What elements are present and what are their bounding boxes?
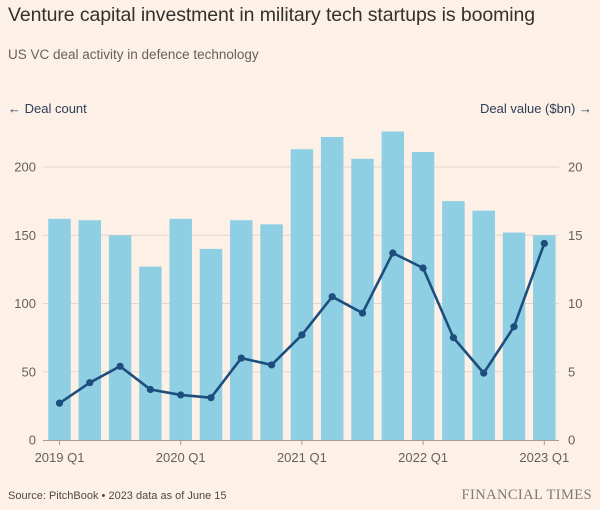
bar-2021-q2 xyxy=(320,136,344,440)
line-series-deal-value xyxy=(55,239,548,407)
bar-2023-q1 xyxy=(533,235,556,440)
chart-title: Venture capital investment in military t… xyxy=(8,4,535,26)
point-2019-q1 xyxy=(55,399,64,407)
bar-2020-q4 xyxy=(260,224,283,440)
right-y-tick-label: 20 xyxy=(568,160,582,175)
point-2019-q2 xyxy=(86,379,94,387)
x-tick-label: 2019 Q1 xyxy=(35,450,85,465)
bar-2020-q1 xyxy=(169,218,192,440)
bar-2021-q3 xyxy=(351,158,374,440)
right-y-tick-label: 0 xyxy=(568,433,575,448)
left-y-tick-label: 50 xyxy=(22,364,36,379)
point-2020-q4 xyxy=(268,361,276,369)
bar-2019-q2 xyxy=(78,220,102,440)
bar-2019-q3 xyxy=(108,235,132,440)
left-y-tick-label: 100 xyxy=(14,296,36,311)
left-y-tick-label: 0 xyxy=(29,433,36,448)
x-tick-label: 2021 Q1 xyxy=(277,450,327,465)
point-2022-q2 xyxy=(449,334,457,342)
x-tick-label: 2022 Q1 xyxy=(398,450,448,465)
point-2021-q4 xyxy=(389,249,397,257)
right-y-tick-label: 10 xyxy=(568,296,582,311)
bar-2022-q4 xyxy=(502,232,526,440)
right-y-tick-label: 15 xyxy=(568,228,582,243)
point-2019-q3 xyxy=(116,362,124,370)
bar-2022-q3 xyxy=(472,210,495,440)
point-2022-q4 xyxy=(510,323,518,331)
x-tick-label: 2023 Q1 xyxy=(519,450,569,465)
point-2023-q1 xyxy=(540,239,548,248)
bar-series-deal-count xyxy=(48,131,556,441)
point-2020-q1 xyxy=(177,391,185,399)
x-axis xyxy=(43,440,559,445)
tick-labels: 0 50 100 150 200 0 5 10 15 20 2019 Q1 2020 Q1 2021 Q… xyxy=(14,160,582,466)
point-2020-q3 xyxy=(237,354,245,362)
bar-2020-q2 xyxy=(199,248,223,440)
left-y-tick-label: 200 xyxy=(14,160,36,175)
point-2020-q2 xyxy=(207,394,215,402)
point-2022-q3 xyxy=(480,369,488,377)
point-2021-q1 xyxy=(298,331,306,339)
bar-2019-q4 xyxy=(139,266,162,440)
bar-2020-q3 xyxy=(230,220,253,440)
point-2022-q1 xyxy=(419,264,427,272)
point-2019-q4 xyxy=(146,385,154,394)
bar-2022-q1 xyxy=(411,151,435,441)
left-axis-title: ← Deal count xyxy=(8,101,87,116)
bar-2022-q2 xyxy=(442,201,465,440)
point-2021-q2 xyxy=(328,293,336,301)
bar-2021-q1 xyxy=(290,149,314,440)
bar-2019-q1 xyxy=(48,218,71,440)
x-tick-label: 2020 Q1 xyxy=(156,450,206,465)
chart-subtitle: US VC deal activity in defence technolog… xyxy=(8,47,259,62)
right-axis-title: Deal value ($bn) → xyxy=(480,101,592,116)
left-y-tick-label: 150 xyxy=(14,228,36,243)
source-note: Source: PitchBook • 2023 data as of June… xyxy=(8,490,227,502)
right-y-tick-label: 5 xyxy=(568,364,575,379)
point-2021-q3 xyxy=(358,309,367,317)
bar-2021-q4 xyxy=(381,131,405,440)
publisher-logo: FINANCIAL TIMES xyxy=(461,487,592,503)
